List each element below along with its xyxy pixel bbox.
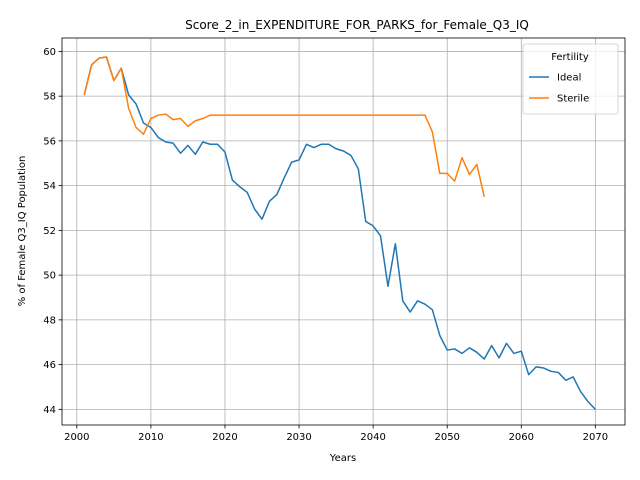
x-tick-label: 2020 [212,432,237,443]
legend-entries: Ideal Sterile [529,73,589,105]
x-axis-ticks: 2000 2010 2020 2030 2040 2050 2060 2070 [64,425,608,443]
y-tick-label: 60 [43,47,56,58]
y-axis-ticks: 44 46 48 50 52 54 56 58 60 [43,47,62,416]
x-tick-label: 2010 [138,432,163,443]
y-tick-label: 48 [43,315,56,326]
legend-label-ideal: Ideal [557,73,581,84]
legend: Fertility Ideal Sterile [522,43,619,115]
x-axis-label: Years [329,453,356,464]
x-tick-label: 2030 [286,432,311,443]
legend-box [522,43,619,115]
y-tick-label: 52 [43,226,56,237]
x-tick-label: 2040 [360,432,385,443]
y-tick-label: 44 [43,405,56,416]
y-tick-label: 50 [43,271,56,282]
legend-label-sterile: Sterile [557,94,589,105]
y-tick-label: 54 [43,181,56,192]
x-tick-label: 2050 [434,432,459,443]
y-tick-label: 58 [43,92,56,103]
y-axis-label: % of Female Q3_IQ Population [17,156,28,307]
legend-title: Fertility [551,52,589,63]
series-line-sterile [83,56,485,197]
y-tick-label: 56 [43,136,56,147]
x-tick-label: 2060 [509,432,534,443]
series-line-ideal [83,56,596,410]
chart-title: Score_2_in_EXPENDITURE_FOR_PARKS_for_Fem… [185,18,529,32]
x-tick-label: 2000 [64,432,89,443]
plot-frame [61,37,626,426]
x-tick-label: 2070 [583,432,608,443]
y-tick-label: 46 [43,360,56,371]
series-layer [83,56,596,410]
